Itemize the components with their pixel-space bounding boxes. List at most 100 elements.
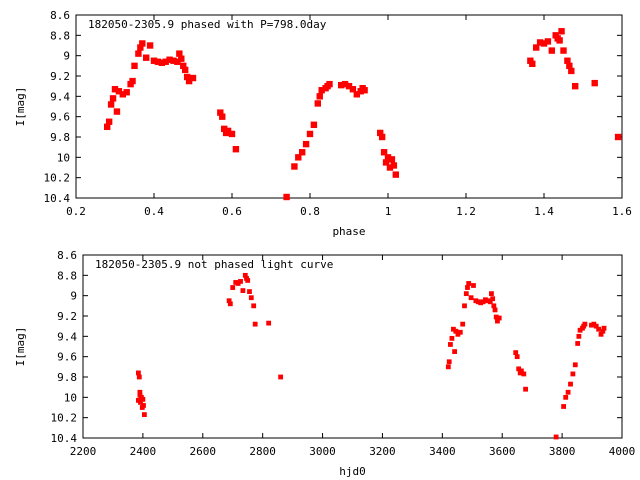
data-point <box>136 374 142 380</box>
data-point <box>490 296 496 302</box>
data-point <box>600 328 606 334</box>
data-point <box>314 100 321 107</box>
y-tick-label: 10.2 <box>44 172 71 185</box>
data-point <box>240 288 246 293</box>
data-point <box>232 146 240 153</box>
data-point <box>115 88 123 95</box>
data-point <box>446 359 452 365</box>
data-point <box>252 321 258 327</box>
data-point <box>338 81 345 89</box>
data-point <box>382 159 390 166</box>
data-point <box>245 278 251 283</box>
x-tick-label: 3400 <box>429 445 456 458</box>
y-tick-label: 10 <box>57 151 70 164</box>
plot-frame <box>82 254 623 439</box>
y-tick-label: 9.8 <box>57 371 77 384</box>
data-point <box>226 298 232 304</box>
data-point <box>228 130 236 138</box>
chart-title: 182050-2305.9 phased with P=798.0day <box>88 18 327 31</box>
data-point <box>251 303 257 309</box>
data-point <box>349 86 357 93</box>
data-point <box>452 349 458 354</box>
x-tick-label: 0.8 <box>300 205 320 218</box>
unphased-light-curve-panel: 2200 2400 2600 2800 3000 3200 3400 3600 3800 4000… <box>14 249 635 478</box>
y-tick-label: 9.4 <box>50 90 70 103</box>
data-point <box>601 325 607 331</box>
x-tick-label: 2800 <box>249 445 276 458</box>
data-point <box>466 281 472 286</box>
data-point <box>465 285 470 290</box>
data-point <box>227 301 233 307</box>
y-tick-label: 8.6 <box>50 9 70 22</box>
data-point <box>536 39 544 46</box>
data-point <box>150 57 158 64</box>
data-point <box>361 87 368 94</box>
data-point <box>176 50 183 57</box>
data-point <box>565 389 571 395</box>
data-point <box>516 366 522 372</box>
y-tick-label: 9 <box>70 290 77 303</box>
data-point <box>493 314 499 320</box>
chart-title: 182050-2305.9 not phased light curve <box>95 258 333 271</box>
data-point <box>238 279 243 284</box>
x-tick-label: 1.6 <box>612 205 632 218</box>
data-point <box>137 392 143 398</box>
data-point <box>113 108 121 115</box>
data-point <box>129 77 136 85</box>
data-point <box>448 342 453 347</box>
data-point <box>247 289 252 294</box>
data-point <box>345 82 353 90</box>
data-point <box>471 283 476 288</box>
data-point <box>533 44 540 51</box>
data-point <box>326 80 333 88</box>
data-point <box>598 331 604 337</box>
data-point <box>556 37 563 44</box>
data-point <box>180 62 187 70</box>
x-tick-label: 0.6 <box>222 205 242 218</box>
x-axis-label: hjd0 <box>339 465 366 478</box>
x-tick-label: 1.2 <box>456 205 476 218</box>
x-tick-label: 3600 <box>489 445 516 458</box>
data-point <box>462 303 467 309</box>
x-tick-label: 3200 <box>369 445 396 458</box>
data-point <box>492 307 498 313</box>
data-point <box>162 58 169 65</box>
data-point <box>178 55 185 62</box>
data-point <box>217 109 224 116</box>
data-point <box>189 74 197 82</box>
data-point <box>553 434 559 440</box>
data-point <box>558 28 565 35</box>
data-point <box>378 133 386 141</box>
data-point <box>143 54 150 61</box>
data-point <box>445 364 451 370</box>
x-axis-label: phase <box>332 225 365 238</box>
data-point <box>561 404 567 409</box>
data-point <box>513 350 519 355</box>
data-point <box>221 125 228 133</box>
data-point <box>104 123 111 131</box>
data-point <box>568 381 573 387</box>
data-point <box>295 154 302 161</box>
data-point <box>139 40 146 47</box>
data-point <box>576 333 582 339</box>
data-point <box>514 354 520 360</box>
data-point <box>185 77 193 85</box>
y-tick-label: 9.2 <box>50 70 70 83</box>
x-tick-label: 4000 <box>609 445 636 458</box>
data-point <box>183 73 191 81</box>
x-tick-label: 0.4 <box>144 205 164 218</box>
data-point <box>283 193 290 201</box>
data-point <box>489 291 494 297</box>
x-tick-label: 1 <box>385 205 392 218</box>
data-point <box>109 95 117 102</box>
data-points <box>104 28 622 201</box>
axis-ticks: 0.2 0.4 0.6 0.8 1 1.2 1.4 1.6 8.6 8.8 9 9.2 9.4 9.6 9.… <box>44 9 632 218</box>
data-point <box>496 315 502 321</box>
data-point <box>135 370 141 376</box>
data-point <box>564 57 571 64</box>
data-point <box>388 156 396 163</box>
data-point <box>449 335 455 341</box>
data-point <box>495 318 500 324</box>
data-point <box>278 374 284 380</box>
y-tick-label: 9.6 <box>50 111 70 124</box>
